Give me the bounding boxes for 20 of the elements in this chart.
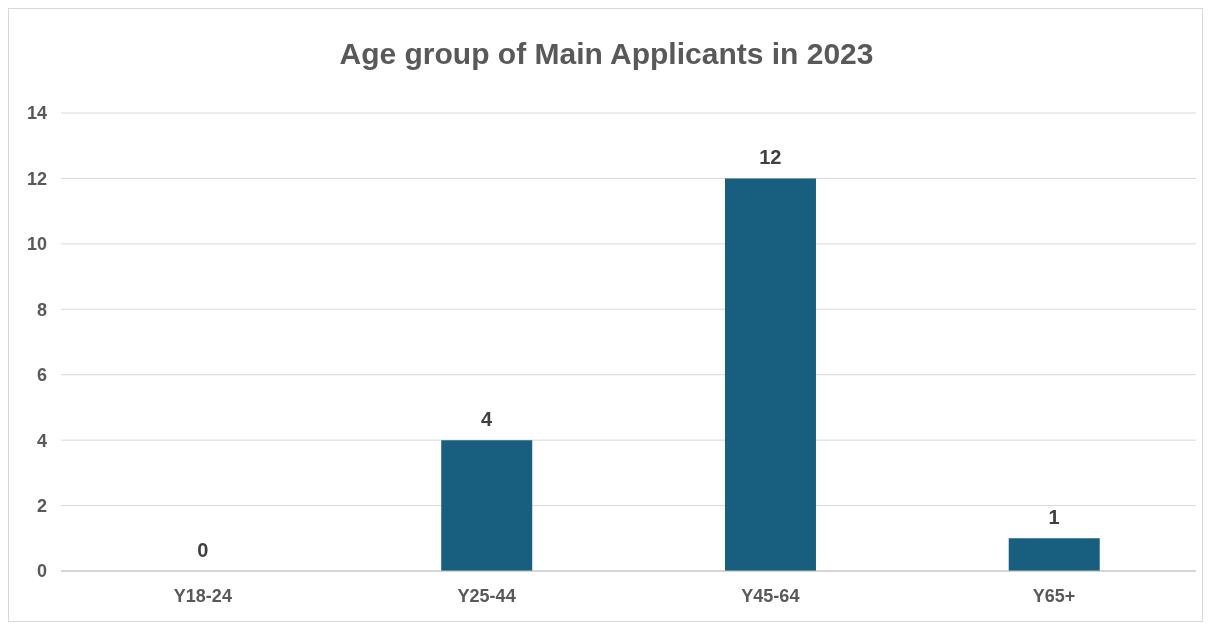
y-tick-label: 6 (36, 365, 47, 386)
y-tick-label: 8 (36, 299, 47, 320)
x-tick-label: Y65+ (1032, 585, 1076, 606)
chart-title: Age group of Main Applicants in 2023 (338, 37, 875, 71)
x-tick-label: Y18-24 (173, 585, 232, 606)
y-tick-label: 4 (36, 430, 47, 451)
x-tick-label: Y45-64 (741, 585, 800, 606)
y-tick-label: 14 (26, 103, 47, 124)
data-label: 1 (1048, 506, 1060, 529)
data-label: 12 (759, 146, 782, 169)
y-tick-label: 10 (26, 234, 47, 255)
y-tick-label: 2 (36, 495, 47, 516)
x-tick-label: Y25-44 (457, 585, 516, 606)
data-label: 4 (481, 408, 494, 431)
y-tick-label: 0 (36, 561, 47, 582)
y-tick-label: 12 (26, 168, 47, 189)
data-label: 0 (197, 539, 209, 561)
bar (1008, 538, 1100, 571)
bar (441, 440, 533, 571)
bar (724, 178, 816, 571)
